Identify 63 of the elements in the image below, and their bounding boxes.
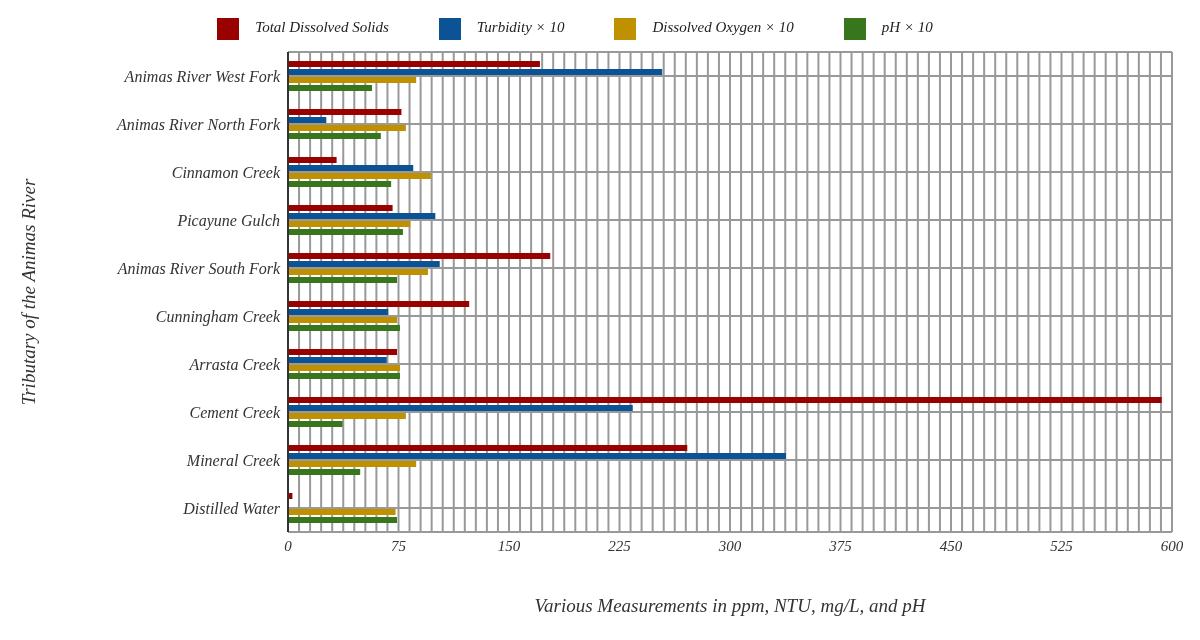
y-tick-label: Mineral Creek xyxy=(185,451,281,469)
x-tick-label: 525 xyxy=(1050,537,1074,554)
x-tick-label: 225 xyxy=(608,537,632,554)
y-tick-label: Distilled Water xyxy=(182,499,281,517)
x-tick-label: 450 xyxy=(939,537,963,554)
bar xyxy=(288,77,417,83)
bar xyxy=(288,269,428,275)
bar xyxy=(288,517,398,523)
bar xyxy=(288,229,403,235)
bar xyxy=(288,445,688,451)
legend-label: Turbidity × 10 xyxy=(476,19,565,36)
bar xyxy=(288,253,551,259)
bar xyxy=(288,397,1162,403)
y-tick-label: Picayune Gulch xyxy=(176,211,280,230)
x-tick-label: 300 xyxy=(717,537,742,554)
x-tick-label: 75 xyxy=(391,537,407,554)
y-tick-label: Animas River South Fork xyxy=(116,259,281,277)
bar xyxy=(288,133,381,139)
bar xyxy=(288,453,786,459)
legend-label: pH × 10 xyxy=(881,19,933,36)
bar xyxy=(288,301,470,307)
bar xyxy=(288,349,398,355)
bar xyxy=(288,165,414,171)
bar xyxy=(288,221,411,227)
bar xyxy=(288,357,387,363)
x-axis-title: Various Measurements in ppm, NTU, mg/L, and pH xyxy=(534,595,927,616)
y-tick-label: Cinnamon Creek xyxy=(171,163,281,181)
bar xyxy=(288,317,398,323)
bar xyxy=(288,69,663,75)
bar xyxy=(288,509,396,515)
bar xyxy=(288,261,440,267)
x-tick-label: 600 xyxy=(1160,537,1184,554)
legend-label: Total Dissolved Solids xyxy=(255,19,389,36)
bar xyxy=(288,181,392,187)
bar xyxy=(288,309,389,315)
x-tick-label: 150 xyxy=(497,537,521,554)
bar xyxy=(288,117,327,123)
bar xyxy=(288,173,431,179)
bar xyxy=(288,365,400,371)
bar xyxy=(288,405,633,411)
legend-label: Dissolved Oxygen × 10 xyxy=(652,19,794,36)
bar xyxy=(288,469,361,475)
x-tick-label: 0 xyxy=(284,537,293,554)
bar xyxy=(288,125,406,131)
y-tick-label: Cunningham Creek xyxy=(155,307,281,326)
bar xyxy=(288,109,402,115)
y-tick-label: Cement Creek xyxy=(189,403,281,421)
bar xyxy=(288,461,417,467)
bar xyxy=(288,413,406,419)
x-tick-label: 375 xyxy=(828,537,853,554)
y-axis-title: Tributary of the Animas River xyxy=(17,178,39,406)
bar xyxy=(288,373,400,379)
bar xyxy=(288,325,400,331)
bar xyxy=(288,61,540,67)
y-tick-label: Animas River West Fork xyxy=(123,67,281,85)
bar xyxy=(288,277,398,283)
bar xyxy=(288,85,372,91)
bar xyxy=(288,205,393,211)
y-tick-label: Arrasta Creek xyxy=(188,355,281,373)
bar xyxy=(288,421,343,427)
bar xyxy=(288,213,436,219)
y-tick-label: Animas River North Fork xyxy=(115,115,281,133)
bar xyxy=(288,157,337,163)
